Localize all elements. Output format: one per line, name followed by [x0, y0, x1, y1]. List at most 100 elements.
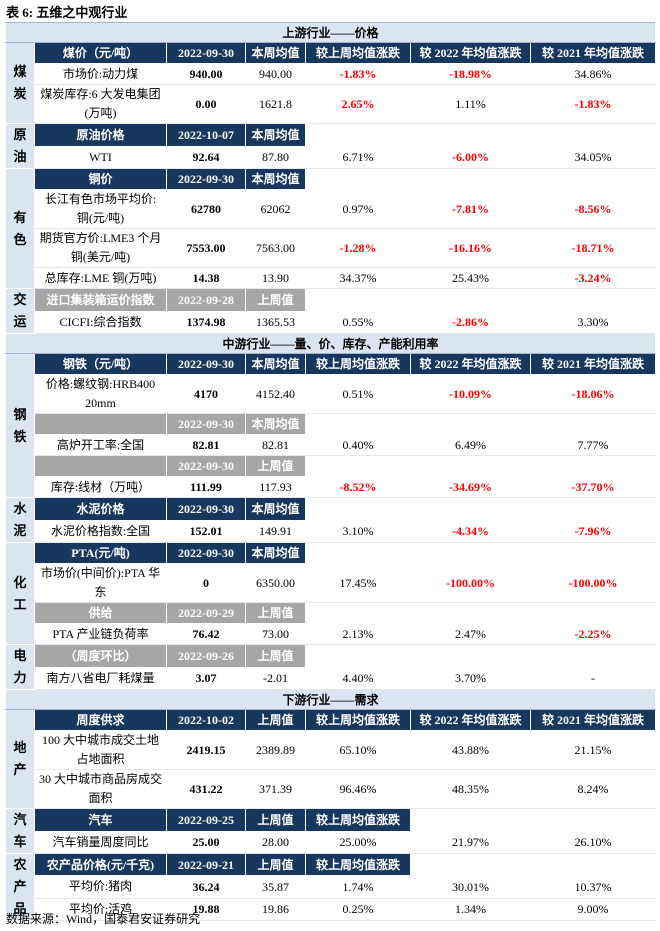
- header-row: 2022-09-30 本周均值: [6, 413, 657, 435]
- empty-cell: [529, 808, 657, 832]
- group-label: 煤炭: [5, 42, 35, 124]
- cell: 82.81: [166, 434, 246, 456]
- header-row: 钢铁 钢铁（元/吨） 2022-09-30 本周均值 较上周均值涨跌较 2022 年均值…: [5, 353, 657, 498]
- empty-cell: [529, 123, 657, 147]
- cell: 8.24%: [529, 769, 657, 809]
- header-row: 供给 2022-09-29 上周值: [6, 602, 657, 624]
- data-row: 煤炭库存:6 大发电集团(万吨) 0.00 1621.8 2.65% 1.11% -1.8…: [6, 84, 657, 124]
- group-label: 电力: [5, 644, 35, 690]
- group-label: 地产: [5, 709, 35, 809]
- data-row: WTI 92.64 87.80 6.71% -6.00% 34.05%: [6, 145, 657, 169]
- empty-cell: [529, 852, 657, 877]
- cell: 本周均值: [245, 42, 306, 64]
- group-label: 原油: [5, 123, 35, 169]
- cell: 较 2022 年均值涨跌: [410, 709, 531, 731]
- cell: 水泥价格: [34, 497, 167, 521]
- cell: 2022-09-30: [166, 497, 246, 521]
- group-label: 化工: [5, 542, 35, 645]
- empty-cell: [529, 497, 657, 521]
- cell: 较 2022 年均值涨跌: [410, 353, 531, 375]
- cell: 较 2022 年均值涨跌: [410, 42, 531, 64]
- cell: -: [529, 666, 657, 690]
- cell: -2.01: [245, 666, 306, 690]
- cell: 65.10%: [305, 730, 411, 770]
- empty-cell: [305, 288, 411, 312]
- cell: 上周值: [245, 602, 306, 624]
- cell: -3.24%: [529, 267, 657, 289]
- data-row: 高炉开工率:全国 82.81 82.81 0.40% 6.49% 7.77%: [6, 434, 657, 456]
- empty-cell: [305, 542, 411, 564]
- section-row: 下游行业——需求: [4, 689, 657, 710]
- cell: 0.55%: [305, 310, 411, 334]
- data-row: 长江有色市场平均价:铜(元/吨) 62780 62062 0.97% -7.81% -8.…: [6, 189, 657, 229]
- empty-cell: [410, 288, 531, 312]
- cell: 13.90: [245, 267, 306, 289]
- group-label: 农产品: [5, 853, 35, 921]
- cell: 2.47%: [410, 623, 531, 645]
- empty-cell: [410, 542, 531, 564]
- cell: 82.81: [245, 434, 306, 456]
- empty-cell: [305, 413, 411, 435]
- cell: 0.00: [166, 84, 246, 124]
- header-row: 电力 （周度环比） 2022-09-26 上周值: [5, 644, 657, 690]
- cell: 3.70%: [410, 666, 531, 690]
- cell: -37.70%: [529, 476, 657, 498]
- section-row: 上游行业——价格: [4, 22, 657, 43]
- cell: 6.49%: [410, 434, 531, 456]
- cell: 本周均值: [245, 542, 306, 564]
- data-row: CICFI:综合指数 1374.98 1365.53 0.55% -2.86% 3.30%: [6, 310, 657, 334]
- empty-cell: [529, 455, 657, 477]
- cell: 2022-09-30: [166, 455, 246, 477]
- empty-cell: [305, 644, 411, 668]
- cell: 2.65%: [305, 84, 411, 124]
- cell: 1365.53: [245, 310, 306, 334]
- cell: 钢铁（元/吨）: [34, 353, 167, 375]
- cell: 0.40%: [305, 434, 411, 456]
- cell: 28.00: [245, 830, 306, 854]
- cell: 价格:螺纹钢:HRB400 20mm: [34, 374, 167, 414]
- data-row: 100 大中城市成交土地占地面积 2419.15 2389.89 65.10% 43.8…: [6, 730, 657, 770]
- cell: 48.35%: [410, 769, 531, 809]
- cell: 6.71%: [305, 145, 411, 169]
- cell: 26.10%: [529, 830, 657, 854]
- cell: PTA(元/吨): [34, 542, 167, 564]
- cell: -1.83%: [305, 63, 411, 85]
- cell: 煤价（元/吨）: [34, 42, 167, 64]
- cell: 87.80: [245, 145, 306, 169]
- cell: 上周值: [245, 288, 306, 312]
- cell: 较上周均值涨跌: [305, 709, 411, 731]
- empty-cell: [410, 413, 531, 435]
- empty-cell: [305, 497, 411, 521]
- cell: 本周均值: [245, 168, 306, 190]
- cell: 9.00%: [529, 897, 657, 922]
- cell: -18.06%: [529, 374, 657, 414]
- cell: 汽车: [34, 808, 167, 832]
- cell: 3.10%: [305, 519, 411, 543]
- cell: 431.22: [166, 769, 246, 809]
- cell: 较上周均值涨跌: [305, 852, 411, 877]
- group-label: 钢铁: [5, 353, 35, 498]
- data-row: 平均价:活鸡 19.88 19.86 0.25% 1.34% 9.00%: [6, 897, 657, 922]
- empty-cell: [410, 168, 531, 190]
- cell: 较 2021 年均值涨跌: [529, 353, 657, 375]
- data-row: 期货官方价:LME3 个月铜(美元/吨) 7553.00 7563.00 -1.28%…: [6, 228, 657, 268]
- cell: 14.38: [166, 267, 246, 289]
- cell: 本周均值: [245, 123, 306, 147]
- empty-cell: [529, 644, 657, 668]
- cell: 上周值: [245, 709, 306, 731]
- cell: 4.40%: [305, 666, 411, 690]
- cell: 25.00%: [305, 830, 411, 854]
- cell: 长江有色市场平均价:铜(元/吨): [34, 189, 167, 229]
- cell: 期货官方价:LME3 个月铜(美元/吨): [34, 228, 167, 268]
- cell: 34.86%: [529, 63, 657, 85]
- cell: 较 2021 年均值涨跌: [529, 709, 657, 731]
- cell: [34, 455, 167, 477]
- cell: 2419.15: [166, 730, 246, 770]
- cell: 25.00: [166, 830, 246, 854]
- cell: -100.00%: [529, 563, 657, 603]
- empty-cell: [529, 602, 657, 624]
- header-row: 化工 PTA(元/吨) 2022-09-30 本周均值: [5, 542, 657, 645]
- cell: 0.51%: [305, 374, 411, 414]
- cell: 62780: [166, 189, 246, 229]
- cell: 21.15%: [529, 730, 657, 770]
